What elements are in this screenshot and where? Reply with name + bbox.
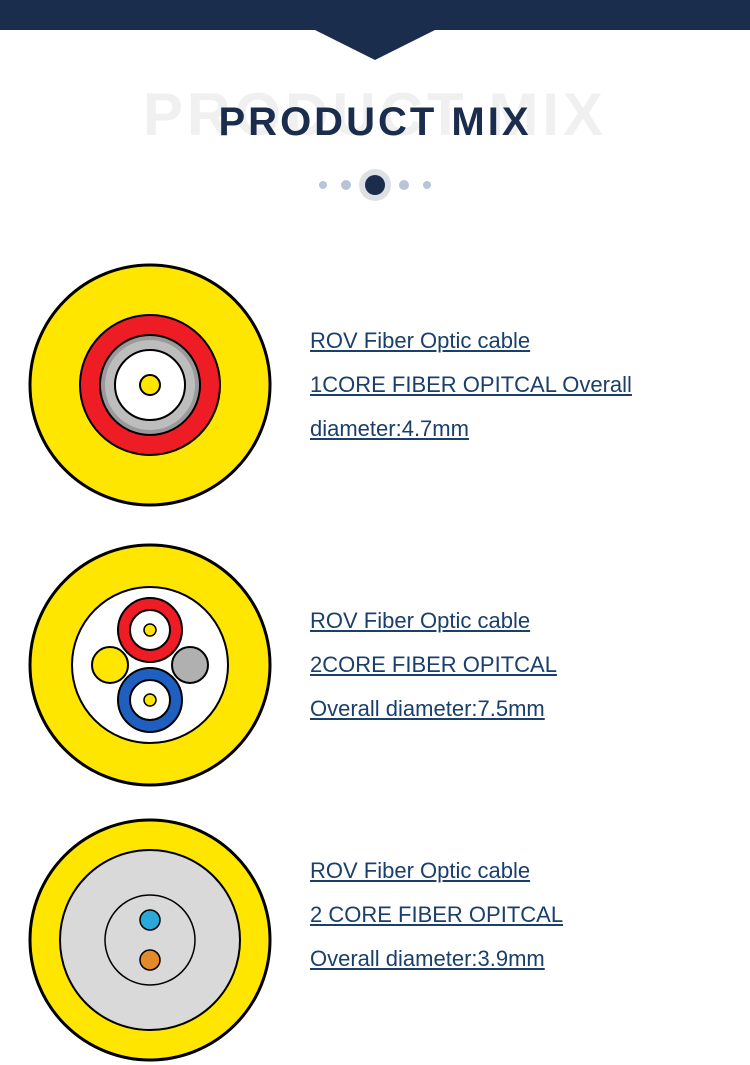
dot-icon [365,175,385,195]
product-line: diameter:4.7mm [310,407,720,451]
product-line: Overall diameter:3.9mm [310,937,720,981]
product-row: ROV Fiber Optic cable 2 CORE FIBER OPITC… [0,805,750,1025]
product-diagram-2core-bundle [20,535,280,795]
product-line: 1CORE FIBER OPITCAL Overall [310,363,720,407]
product-line: Overall diameter:7.5mm [310,687,720,731]
product-diagram-1core [20,255,280,515]
top-banner [0,0,750,30]
product-line: ROV Fiber Optic cable [310,319,720,363]
dot-icon [423,181,431,189]
product-text: ROV Fiber Optic cable 1CORE FIBER OPITCA… [310,319,720,451]
product-line: ROV Fiber Optic cable [310,849,720,893]
product-text: ROV Fiber Optic cable 2CORE FIBER OPITCA… [310,599,720,731]
page-title: PRODUCT MIX [0,100,750,145]
product-line: 2CORE FIBER OPITCAL [310,643,720,687]
title-section: PRODUCT MIX PRODUCT MIX [0,100,750,195]
dot-icon [319,181,327,189]
product-row: ROV Fiber Optic cable 1CORE FIBER OPITCA… [0,245,750,525]
product-diagram-2dot [20,815,280,1015]
product-row: ROV Fiber Optic cable 2CORE FIBER OPITCA… [0,525,750,805]
product-text: ROV Fiber Optic cable 2 CORE FIBER OPITC… [310,849,720,981]
decorative-dots [0,175,750,195]
dot-icon [399,180,409,190]
product-line: ROV Fiber Optic cable [310,599,720,643]
product-line: 2 CORE FIBER OPITCAL [310,893,720,937]
product-list: ROV Fiber Optic cable 1CORE FIBER OPITCA… [0,245,750,1025]
dot-icon [341,180,351,190]
